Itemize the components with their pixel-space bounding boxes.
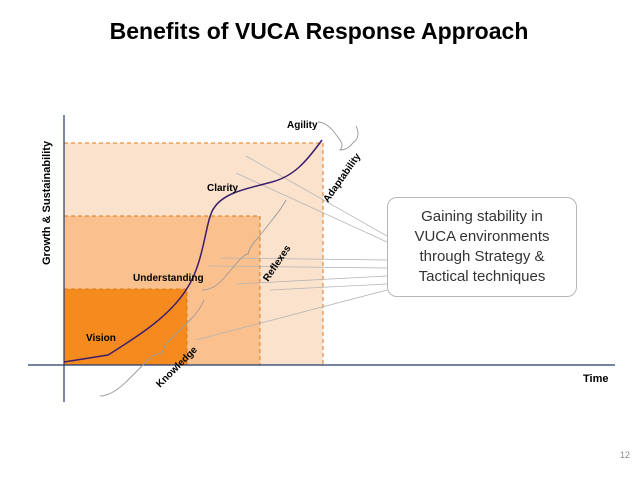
brace-label-adaptability: Adaptability [321, 151, 363, 205]
knowledge-brace [99, 299, 205, 397]
adaptability-brace [317, 121, 359, 151]
callout-connectors [195, 155, 388, 341]
callout-box: Gaining stability in VUCA environments t… [387, 197, 577, 297]
slide-title: Benefits of VUCA Response Approach [109, 18, 529, 44]
level-label-vision: Vision [86, 333, 116, 344]
level-label-understanding: Understanding [133, 273, 204, 284]
y-axis-label: Growth & Sustainability [41, 140, 53, 265]
level-label-clarity: Clarity [207, 183, 239, 194]
page-number: 12 [619, 450, 630, 460]
x-axis-label: Time [583, 373, 608, 385]
level-label-agility: Agility [287, 120, 318, 131]
vision-zone [63, 288, 188, 366]
reflexes-brace [201, 199, 287, 291]
growth-curve [63, 139, 323, 363]
callout-text: Gaining stability in VUCA environments t… [414, 208, 550, 285]
